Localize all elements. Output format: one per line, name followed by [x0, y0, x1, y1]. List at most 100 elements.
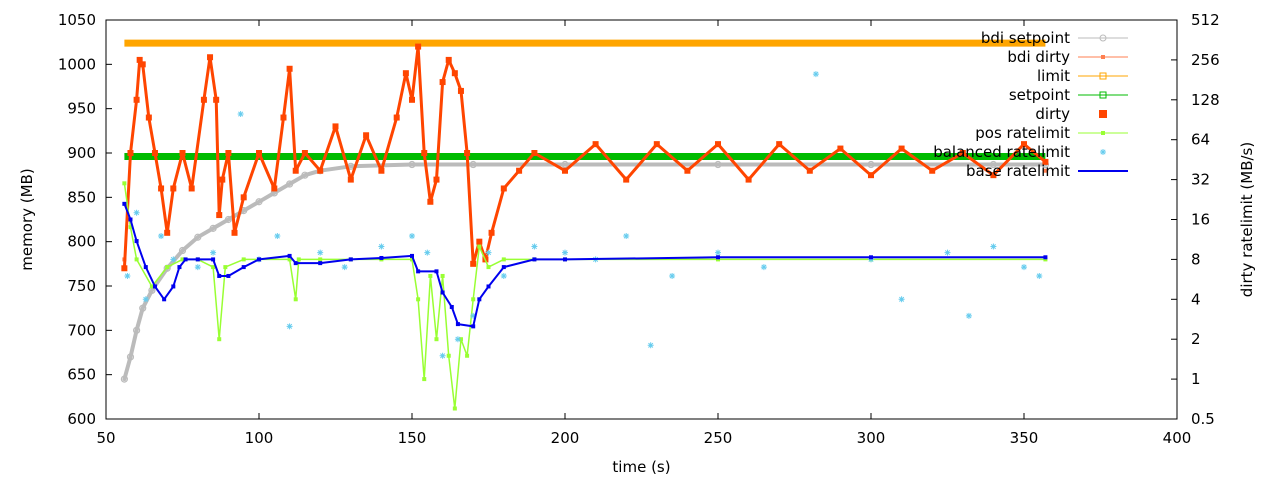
data-point — [669, 272, 676, 279]
x-axis-title: time (s) — [612, 458, 670, 476]
y2-tick-label: 16 — [1191, 211, 1210, 229]
axis-layer: 50 100 150 200 250 300 350 40060065070075080085… — [58, 11, 1220, 447]
series-dirty — [121, 43, 1049, 272]
data-point — [427, 198, 434, 205]
data-point — [170, 256, 177, 263]
data-point — [470, 312, 477, 319]
data-point — [455, 322, 460, 327]
legend-label: pos ratelimit — [975, 124, 1070, 142]
data-point — [416, 269, 421, 274]
data-point — [194, 233, 202, 241]
legend-swatch-marker — [1099, 110, 1107, 118]
legend-swatch-marker — [1099, 91, 1107, 99]
data-point — [318, 257, 323, 262]
data-point — [451, 70, 458, 77]
data-point — [898, 145, 905, 152]
data-point — [139, 304, 147, 312]
data-point — [409, 96, 415, 103]
data-point — [293, 261, 298, 266]
y-tick-label: 800 — [67, 233, 96, 251]
data-point — [378, 167, 385, 174]
y-tick-label: 850 — [67, 188, 96, 206]
data-point — [231, 229, 238, 236]
data-point — [532, 257, 537, 262]
data-point — [501, 265, 506, 270]
series-layer — [120, 39, 1050, 411]
data-point — [457, 87, 464, 94]
data-point — [424, 249, 431, 256]
data-point — [989, 160, 998, 169]
data-point — [136, 56, 143, 63]
data-point — [592, 141, 599, 148]
data-point — [501, 257, 506, 262]
y-tick-label: 950 — [67, 100, 96, 118]
data-point — [286, 323, 293, 330]
data-point — [120, 375, 128, 383]
data-point — [562, 249, 568, 256]
series-line-bdi-setpoint — [122, 162, 1048, 382]
x-tick-label: 200 — [551, 429, 580, 447]
data-point — [716, 257, 720, 262]
series-bdi-setpoint — [120, 160, 1050, 383]
data-point — [237, 111, 244, 118]
data-point — [990, 243, 997, 250]
data-point — [195, 257, 200, 262]
data-point — [194, 264, 201, 271]
data-point — [225, 150, 232, 156]
data-point — [452, 406, 457, 411]
series-pos-ratelimit — [122, 181, 1048, 411]
data-point — [653, 141, 660, 148]
y2-tick-label: 32 — [1191, 171, 1210, 189]
data-point — [164, 229, 171, 236]
data-point — [869, 255, 873, 260]
data-point — [469, 160, 477, 169]
data-point — [715, 249, 721, 256]
y-tick-label: 1050 — [58, 11, 96, 29]
data-point — [341, 264, 348, 271]
data-point — [139, 61, 146, 68]
data-point — [133, 96, 140, 103]
data-point — [122, 181, 127, 186]
data-point — [716, 255, 720, 260]
data-point — [477, 297, 482, 302]
data-point — [134, 257, 139, 262]
data-point — [286, 180, 294, 188]
data-point — [301, 171, 309, 179]
data-point — [179, 150, 186, 156]
data-point — [500, 272, 507, 279]
data-point — [122, 201, 127, 206]
data-point — [806, 167, 813, 174]
legend-entry-bdi-setpoint: bdi setpoint — [981, 29, 1128, 47]
data-point — [363, 132, 370, 139]
data-point — [965, 312, 972, 319]
data-point — [440, 273, 445, 278]
data-point — [271, 185, 278, 192]
data-point — [465, 353, 470, 358]
data-point — [226, 273, 231, 278]
data-point — [224, 215, 232, 224]
data-point — [134, 239, 139, 244]
legend-label: balanced ratelimit — [933, 143, 1070, 161]
data-point — [990, 172, 997, 179]
data-point — [410, 257, 414, 262]
data-point — [124, 272, 131, 279]
legend-swatch-marker — [1101, 131, 1105, 135]
data-point — [286, 65, 293, 72]
data-point — [531, 243, 538, 250]
data-point — [454, 336, 461, 343]
data-point — [188, 185, 195, 192]
data-point — [145, 114, 152, 121]
data-point — [1021, 141, 1027, 148]
data-point — [898, 296, 905, 303]
data-point — [867, 160, 875, 169]
data-point — [207, 54, 214, 61]
data-point — [121, 265, 128, 272]
series-balanced-ratelimit — [124, 71, 1043, 359]
data-point — [471, 297, 476, 302]
y2-tick-label: 256 — [1191, 51, 1220, 69]
data-point — [531, 150, 538, 156]
legend-label: bdi setpoint — [981, 29, 1070, 47]
y2-tick-label: 128 — [1191, 91, 1220, 109]
data-point — [868, 172, 874, 179]
x-tick-label: 50 — [96, 429, 115, 447]
